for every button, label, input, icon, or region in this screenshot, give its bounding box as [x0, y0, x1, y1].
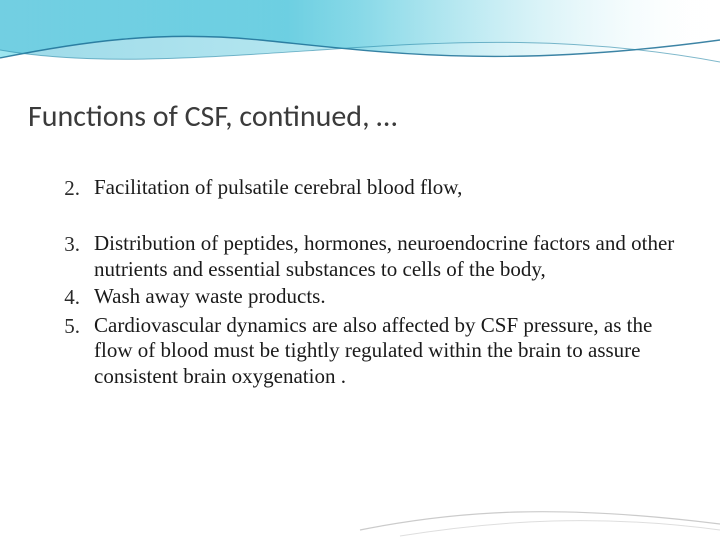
list-item: 4. Wash away waste products.: [52, 284, 680, 310]
slide-title: Functions of CSF, continued, …: [28, 98, 397, 135]
list-group-1: 2. Facilitation of pulsatile cerebral bl…: [52, 175, 680, 201]
list-text: Facilitation of pulsatile cerebral blood…: [94, 175, 680, 201]
list-text: Cardiovascular dynamics are also affecte…: [94, 313, 680, 390]
list-item: 3. Distribution of peptides, hormones, n…: [52, 231, 680, 282]
list-number: 3.: [52, 231, 80, 257]
slide: Functions of CSF, continued, … 2. Facili…: [0, 0, 720, 540]
list-item: 5. Cardiovascular dynamics are also affe…: [52, 313, 680, 390]
footer-wave-decoration: [0, 480, 720, 540]
list-number: 4.: [52, 284, 80, 310]
header-wave-decoration: [0, 0, 720, 90]
list-number: 5.: [52, 313, 80, 339]
list-text: Wash away waste products.: [94, 284, 680, 310]
list-number: 2.: [52, 175, 80, 201]
list-item: 2. Facilitation of pulsatile cerebral bl…: [52, 175, 680, 201]
list-text: Distribution of peptides, hormones, neur…: [94, 231, 680, 282]
slide-content: 2. Facilitation of pulsatile cerebral bl…: [52, 175, 680, 420]
list-group-2: 3. Distribution of peptides, hormones, n…: [52, 231, 680, 389]
